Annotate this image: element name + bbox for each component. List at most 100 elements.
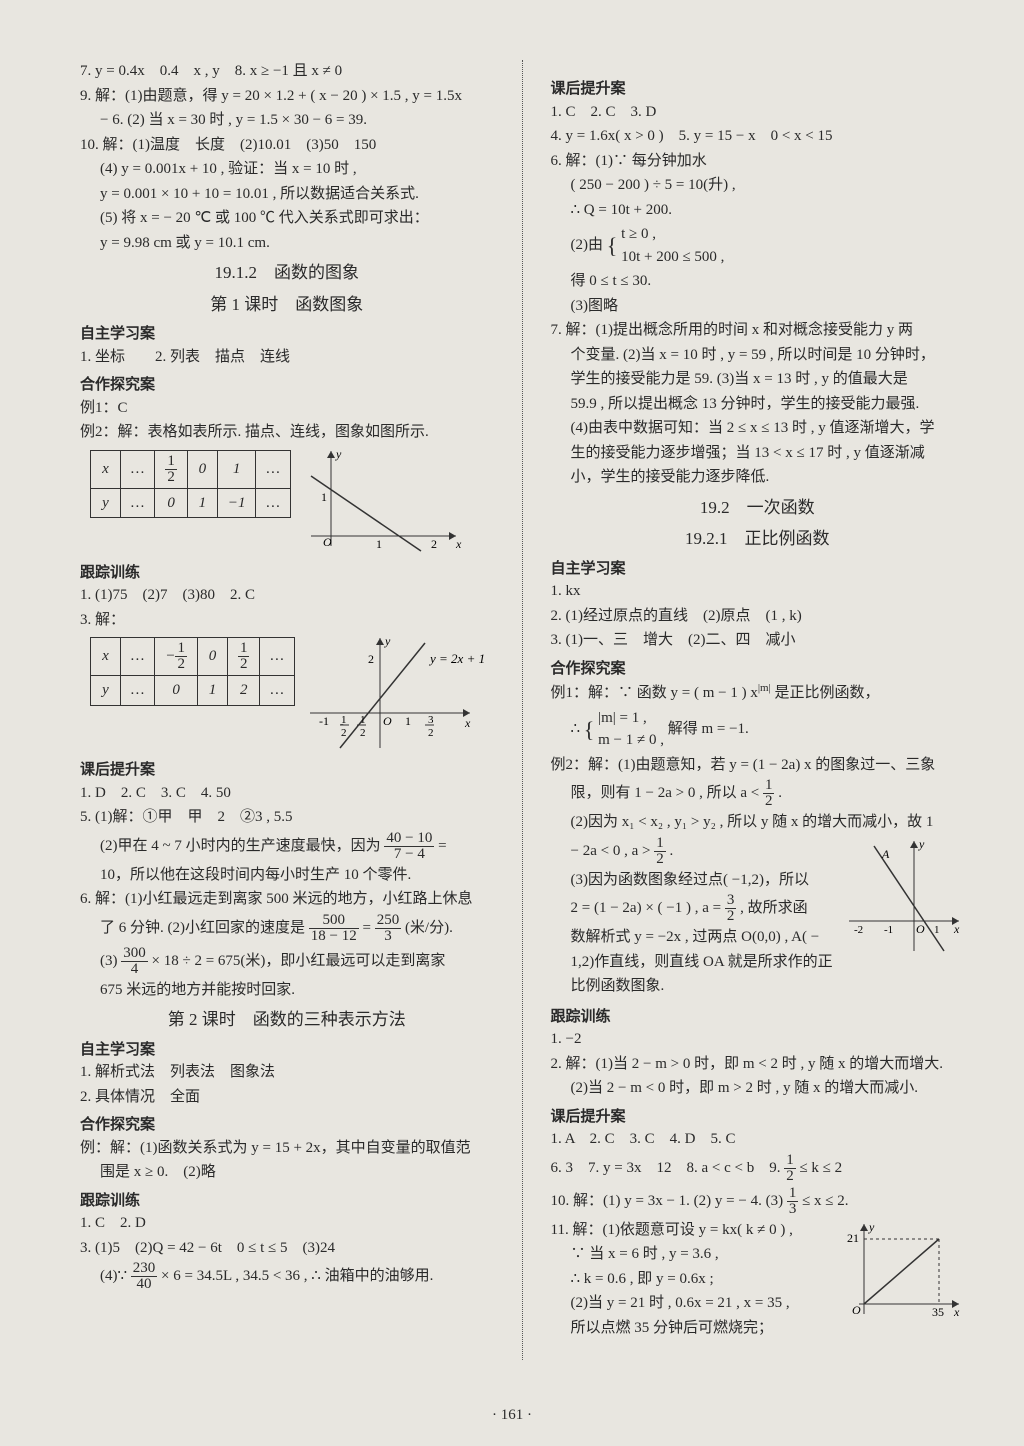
text-line: (4)由表中数据可知：当 2 ≤ x ≤ 13 时 , y 值逐渐增大，学 — [551, 417, 965, 440]
text-graph-row: − 2a < 0 , a > 12 . (3)因为函数图象经过点( −1,2)，… — [551, 836, 965, 1000]
text-line: 例2：解：(1)由题意知，若 y = (1 − 2a) x 的图象过一、三象 — [551, 754, 965, 777]
text-line: 个变量. (2)当 x = 10 时 , y = 59 , 所以时间是 10 分… — [551, 344, 965, 367]
text-line: (2)甲在 4 ~ 7 小时内的生产速度最快，因为 40 − 107 − 4 = — [80, 831, 494, 862]
lesson-title: 第 1 课时 函数图象 — [80, 292, 494, 318]
subsection-title: 合作探究案 — [551, 658, 965, 681]
text-line: 10. 解：(1) y = 3x − 1. (2) y = − 4. (3) 1… — [551, 1186, 965, 1217]
cell: 0 — [197, 638, 227, 676]
text-line: 2 = (1 − 2a) × ( −1 ) , a = 32 , 故所求函 — [551, 893, 835, 924]
text-line: (2)当 2 − m < 0 时，即 m > 2 时 , y 随 x 的增大而减… — [551, 1077, 965, 1100]
cell: 1 — [187, 488, 217, 518]
cell: 0 — [155, 488, 188, 518]
svg-text:35: 35 — [932, 1305, 944, 1319]
line-graph-2: y = 2x + 1 O 2 -1 1 - 1 2 1 2 3 2 x y — [305, 633, 475, 753]
cell: x — [91, 450, 121, 488]
text-line: 3. (1)5 (2)Q = 42 − 6t 0 ≤ t ≤ 5 (3)24 — [80, 1237, 494, 1260]
svg-text:2: 2 — [341, 727, 347, 739]
text-line: 7. 解：(1)提出概念所用的时间 x 和对概念接受能力 y 两 — [551, 319, 965, 342]
svg-text:y: y — [918, 837, 925, 851]
cell: … — [121, 488, 155, 518]
svg-text:3: 3 — [428, 714, 434, 726]
svg-text:2: 2 — [428, 727, 434, 739]
svg-text:1: 1 — [934, 924, 940, 936]
text-line: (2)当 y = 21 时 , 0.6x = 21 , x = 35 , — [551, 1292, 835, 1315]
cell: … — [121, 676, 155, 706]
svg-text:-1: -1 — [319, 714, 329, 728]
svg-text:1: 1 — [341, 714, 347, 726]
text-line: − 2a < 0 , a > 12 . — [551, 836, 835, 867]
subsection-title: 自主学习案 — [80, 1039, 494, 1062]
subsection-title: 自主学习案 — [80, 323, 494, 346]
cell: … — [256, 488, 290, 518]
right-column: 课后提升案 1. C 2. C 3. D 4. y = 1.6x( x > 0 … — [551, 60, 965, 1360]
section-title: 19.1.2 函数的图象 — [80, 260, 494, 286]
text-line: 得 0 ≤ t ≤ 30. — [551, 270, 965, 293]
text-line: 6. 3 7. y = 3x 12 8. a < c < b 9. 12 ≤ k… — [551, 1153, 965, 1184]
svg-text:O: O — [852, 1303, 861, 1317]
subsection-title: 跟踪训练 — [80, 562, 494, 585]
text-line: ∵ 当 x = 6 时 , y = 3.6 , — [551, 1243, 835, 1266]
subsection-title: 课后提升案 — [80, 759, 494, 782]
text-line: 1. 解析式法 列表法 图象法 — [80, 1061, 494, 1084]
svg-text:1: 1 — [321, 490, 327, 504]
svg-text:O: O — [916, 922, 925, 936]
svg-text:O: O — [383, 714, 392, 728]
text-line: 1. C 2. D — [80, 1212, 494, 1235]
text-line: 6. 解：(1)小红最远走到离家 500 米远的地方，小红路上休息 — [80, 888, 494, 911]
line-graph-4: 21 35 O x y — [844, 1219, 964, 1319]
cell: 0 — [187, 450, 217, 488]
text-line: ∴ k = 0.6 , 即 y = 0.6x ; — [551, 1268, 835, 1291]
cell: … — [260, 638, 294, 676]
text-line: (3)图略 — [551, 295, 965, 318]
subsection-title: 自主学习案 — [551, 558, 965, 581]
cell: −1 — [217, 488, 256, 518]
example-line: 例1：C — [80, 397, 494, 420]
text-line: 1. A 2. C 3. C 4. D 5. C — [551, 1128, 965, 1151]
data-table-1: x … 12 0 1 … y … 0 1 −1 … — [90, 450, 291, 519]
text-line: 限，则有 1 − 2a > 0 , 所以 a < 12 . — [551, 778, 965, 809]
svg-text:1: 1 — [376, 537, 382, 551]
text-line: 1. −2 — [551, 1028, 965, 1051]
text-line: 了 6 分钟. (2)小红回家的速度是 50018 − 12 = 2503 (米… — [80, 913, 494, 944]
text-line: y = 0.001 × 10 + 10 = 10.01 , 所以数据适合关系式. — [80, 183, 494, 206]
cell: 2 — [227, 676, 260, 706]
text-line: ( 250 − 200 ) ÷ 5 = 10(升) , — [551, 174, 965, 197]
text-line: 5. (1)解：①甲 甲 2 ②3 , 5.5 — [80, 806, 494, 829]
text-line: 1. D 2. C 3. C 4. 50 — [80, 782, 494, 805]
cell: −12 — [155, 638, 198, 676]
svg-text:O: O — [323, 535, 332, 549]
text-line: 所以点燃 35 分钟后可燃烧完； — [551, 1317, 835, 1340]
text-line: 1. (1)75 (2)7 (3)80 2. C — [80, 584, 494, 607]
text-line: 3. 解： — [80, 609, 494, 632]
text: (2)甲在 4 ~ 7 小时内的生产速度最快，因为 — [100, 837, 381, 853]
subsection-title: 合作探究案 — [80, 374, 494, 397]
svg-text:-1: -1 — [884, 924, 893, 936]
cell: … — [260, 676, 294, 706]
text-line: 小，学生的接受能力逐步降低. — [551, 466, 965, 489]
cell: 12 — [155, 450, 188, 488]
table-graph-row: x … 12 0 1 … y … 0 1 −1 … — [80, 446, 494, 556]
graph-eq-label: y = 2x + 1 — [428, 651, 485, 666]
text-line: 10. 解：(1)温度 长度 (2)10.01 (3)50 150 — [80, 134, 494, 157]
svg-text:x: x — [953, 922, 960, 936]
subsection-title: 跟踪训练 — [551, 1006, 965, 1029]
section-title: 19.2 一次函数 — [551, 495, 965, 521]
cell: 0 — [155, 676, 198, 706]
column-divider — [522, 60, 523, 1360]
text-line: 围是 x ≥ 0. (2)略 — [80, 1161, 494, 1184]
text-line: 10，所以他在这段时间内每小时生产 10 个零件. — [80, 864, 494, 887]
text-line: (4) y = 0.001x + 10 , 验证：当 x = 10 时 , — [80, 158, 494, 181]
text-line: 9. 解：(1)由题意，得 y = 20 × 1.2 + ( x − 20 ) … — [80, 85, 494, 108]
svg-text:y: y — [868, 1220, 875, 1234]
svg-text:x: x — [464, 716, 471, 730]
example-line: 例2：解：表格如表所示. 描点、连线，图象如图所示. — [80, 421, 494, 444]
text-line: 675 米远的地方并能按时回家. — [80, 979, 494, 1002]
text-line: 1. kx — [551, 580, 965, 603]
text-line: 生的接受能力逐步增强；当 13 < x ≤ 17 时 , y 值逐渐减 — [551, 442, 965, 465]
subsection-title: 跟踪训练 — [80, 1190, 494, 1213]
text-line: 2. 具体情况 全面 — [80, 1086, 494, 1109]
line-graph-1: O 1 2 x y 1 — [301, 446, 461, 556]
cell: y — [91, 488, 121, 518]
text-line: 59.9 , 所以提出概念 13 分钟时，学生的接受能力最强. — [551, 393, 965, 416]
text-line: 学生的接受能力是 59. (3)当 x = 13 时 , y 的值最大是 — [551, 368, 965, 391]
